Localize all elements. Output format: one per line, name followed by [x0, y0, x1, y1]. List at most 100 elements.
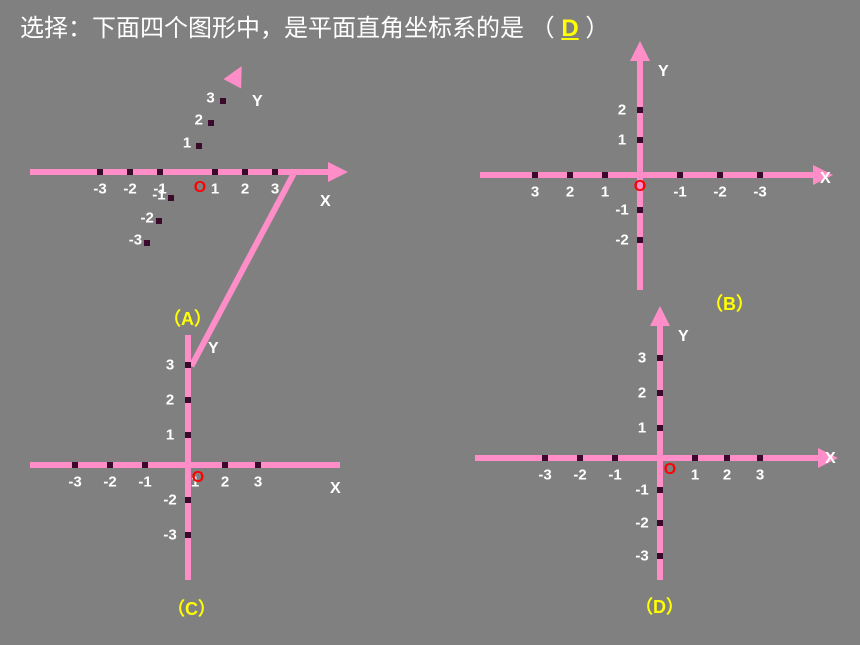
y-axis-label: Y	[252, 93, 263, 111]
origin-label: O	[192, 469, 204, 487]
x-tick	[127, 169, 133, 175]
y-tick-label: -1	[615, 202, 628, 219]
x-tick-label: 2	[241, 181, 249, 198]
x-axis	[30, 169, 330, 175]
origin-label: O	[664, 461, 676, 479]
x-tick-label: -3	[753, 184, 766, 201]
x-tick	[72, 462, 78, 468]
y-tick-label: -2	[635, 515, 648, 532]
x-tick-label: -3	[68, 474, 81, 491]
origin-label: O	[634, 178, 646, 196]
y-tick	[185, 432, 191, 438]
x-axis-label: X	[820, 170, 831, 188]
y-tick	[637, 137, 643, 143]
x-tick-label: 1	[691, 467, 699, 484]
y-tick	[185, 397, 191, 403]
y-tick-label: -2	[615, 232, 628, 249]
y-tick-label: -1	[635, 482, 648, 499]
x-tick	[242, 169, 248, 175]
x-tick	[212, 169, 218, 175]
x-tick	[612, 455, 618, 461]
x-tick	[577, 455, 583, 461]
y-axis-arrow	[630, 41, 650, 61]
x-tick-label: -2	[123, 181, 136, 198]
x-axis	[480, 172, 815, 178]
x-tick	[717, 172, 723, 178]
y-tick	[220, 98, 226, 104]
y-axis-label: Y	[678, 328, 689, 346]
y-tick	[196, 143, 202, 149]
question-title: 选择：下面四个图形中，是平面直角坐标系的是 （ D ）	[20, 8, 609, 43]
x-tick	[532, 172, 538, 178]
x-tick-label: -3	[538, 467, 551, 484]
y-tick	[657, 425, 663, 431]
x-tick	[692, 455, 698, 461]
x-tick	[724, 455, 730, 461]
y-tick-label: 1	[166, 427, 174, 444]
y-axis-label: Y	[208, 340, 219, 358]
x-tick-label: 3	[254, 474, 262, 491]
x-tick	[272, 169, 278, 175]
x-tick-label: 3	[271, 181, 279, 198]
x-axis-arrow	[328, 162, 348, 182]
y-tick-label: 3	[166, 357, 174, 374]
x-tick-label: -1	[673, 184, 686, 201]
x-tick-label: 1	[601, 184, 609, 201]
y-tick-label: 2	[618, 102, 626, 119]
y-tick-label: 1	[618, 132, 626, 149]
y-axis	[637, 55, 643, 290]
y-tick	[637, 207, 643, 213]
x-axis-label: X	[330, 480, 341, 498]
y-tick	[168, 195, 174, 201]
x-tick-label: -2	[103, 474, 116, 491]
y-tick	[657, 553, 663, 559]
x-tick-label: -1	[138, 474, 151, 491]
diagram-B: 321-1-2-321-1-2XYO（B）	[470, 45, 840, 305]
y-tick-label: 1	[638, 420, 646, 437]
y-tick	[185, 362, 191, 368]
y-axis-arrow	[650, 306, 670, 326]
y-tick	[208, 120, 214, 126]
title-prefix: 选择：下面四个图形中，是平面直角坐标系的是 （	[20, 15, 561, 42]
x-tick	[602, 172, 608, 178]
diagram-A: 123-1-2-3-3-2-1123XYO（A）	[20, 55, 360, 300]
panel-label: （D）	[635, 593, 684, 619]
diagram-C: -3-2-1231321-2-3XYO（C）	[20, 320, 360, 620]
x-tick	[142, 462, 148, 468]
x-tick-label: 3	[531, 184, 539, 201]
x-tick	[97, 169, 103, 175]
y-tick	[185, 497, 191, 503]
x-tick-label: -3	[93, 181, 106, 198]
x-tick-label: -2	[713, 184, 726, 201]
x-tick-label: -1	[153, 181, 166, 198]
x-tick	[157, 169, 163, 175]
x-tick	[757, 455, 763, 461]
y-tick	[657, 520, 663, 526]
x-tick-label: 3	[756, 467, 764, 484]
x-axis	[475, 455, 820, 461]
y-axis-label: Y	[658, 63, 669, 81]
x-tick	[567, 172, 573, 178]
y-tick	[657, 487, 663, 493]
x-tick-label: 2	[723, 467, 731, 484]
y-tick-label: 2	[166, 392, 174, 409]
answer-letter: D	[561, 15, 578, 42]
x-tick	[255, 462, 261, 468]
y-tick	[185, 532, 191, 538]
y-tick	[144, 240, 150, 246]
x-axis-label: X	[825, 450, 836, 468]
x-tick-label: -1	[608, 467, 621, 484]
y-tick	[156, 218, 162, 224]
x-tick	[222, 462, 228, 468]
y-tick-label: 2	[638, 385, 646, 402]
y-tick-label: -3	[163, 527, 176, 544]
panel-label: （C）	[167, 595, 216, 621]
y-tick	[657, 355, 663, 361]
x-tick	[107, 462, 113, 468]
y-tick-label: -3	[635, 548, 648, 565]
y-tick-label: -3	[129, 231, 142, 248]
x-tick	[542, 455, 548, 461]
diagram-D: -3-2-1123321-1-2-3XYO（D）	[465, 308, 845, 618]
y-tick-label: 3	[638, 350, 646, 367]
oblique-axis-arrow	[223, 61, 250, 88]
